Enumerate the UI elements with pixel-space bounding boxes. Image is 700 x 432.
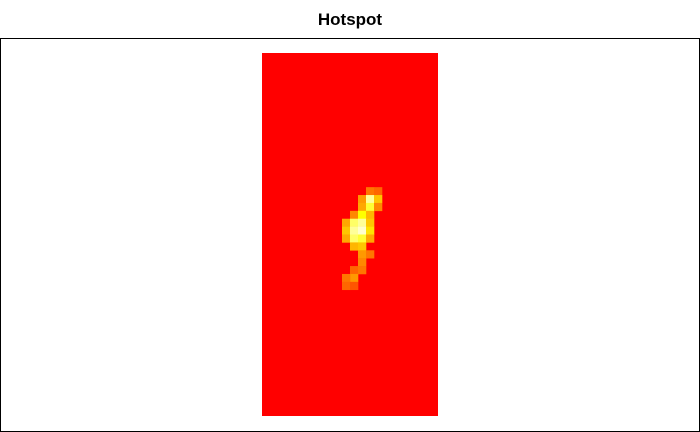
heatmap-cell — [374, 187, 383, 196]
heatmap-cell — [350, 242, 359, 251]
heatmap-cell — [358, 195, 367, 204]
heatmap-cell — [366, 195, 375, 204]
heatmap-cell — [342, 226, 351, 235]
heatmap-cell — [358, 210, 367, 220]
heatmap-cell — [366, 210, 375, 220]
heatmap-cell — [350, 273, 359, 283]
heatmap-cell — [358, 202, 367, 212]
heatmap-cell — [350, 210, 359, 220]
heatmap-cell — [342, 234, 351, 243]
heatmap-cell — [358, 218, 367, 227]
heatmap-cell — [342, 218, 351, 227]
heatmap-cell — [366, 187, 375, 196]
heatmap-cell — [366, 226, 375, 235]
heatmap-cell — [358, 250, 367, 259]
heatmap-cell — [374, 195, 383, 204]
heatmap-cell — [342, 273, 351, 283]
heatmap-cell — [358, 258, 367, 267]
heatmap-cell — [358, 242, 367, 251]
heatmap-cell — [350, 226, 359, 235]
heatmap-cell — [366, 250, 375, 259]
heatmap-cell — [366, 202, 375, 212]
heatmap-cell — [366, 218, 375, 227]
heatmap-cell — [350, 234, 359, 243]
chart-title: Hotspot — [317, 10, 383, 29]
heatmap-cell — [350, 218, 359, 227]
heatmap-cell — [358, 234, 367, 243]
heatmap — [262, 53, 438, 416]
heatmap-cell — [374, 202, 383, 212]
heatmap-cell — [358, 266, 367, 275]
heatmap-cell — [350, 266, 359, 275]
heatmap-cell — [342, 281, 351, 291]
heatmap-cell — [366, 234, 375, 243]
heatmap-cell — [358, 226, 367, 235]
heatmap-cell — [350, 281, 359, 291]
